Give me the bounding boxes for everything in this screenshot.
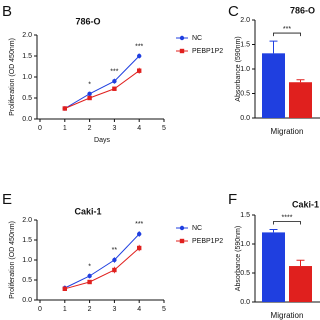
y-axis-label: Proliferation (OD 450nm): [9, 221, 16, 299]
legend-label: PEBP1P2: [192, 48, 223, 55]
y-tick-label: 1.0: [22, 257, 32, 264]
data-point: [112, 79, 117, 84]
series-line: [64, 55, 140, 109]
panel-letter: C: [228, 3, 239, 20]
panel: F Caki-1 Absorbance (590nm) 0.0 0.5 1.0 1.5 Mig…: [228, 191, 320, 320]
significance-label: ****: [282, 214, 293, 221]
panel: E Caki-1 Proliferation (OD 450nm) 0.0 0.5 1.0…: [2, 191, 223, 313]
y-tick-label: 1.5: [22, 53, 32, 60]
legend-label: NC: [192, 35, 202, 42]
y-tick-label: 0.0: [22, 116, 32, 123]
x-tick-label: 3: [112, 125, 116, 132]
y-tick-label: 0.0: [22, 297, 32, 304]
series-line: [64, 247, 140, 290]
panel-title: Caki-1: [292, 199, 319, 209]
y-tick-label: 1.5: [240, 212, 250, 219]
data-point: [112, 267, 117, 273]
data-point: [87, 95, 92, 101]
panel: B 786-O Proliferation (OD 450nm) Days 0.0 0.5…: [2, 3, 223, 144]
x-tick-label: 1: [63, 125, 67, 132]
x-tick-label: 1: [63, 306, 67, 313]
y-tick-label: 2.0: [22, 32, 32, 39]
y-tick-label: 1.5: [240, 41, 250, 48]
y-tick-label: 2.0: [22, 217, 32, 224]
data-point: [137, 231, 142, 237]
significance-bracket: [273, 32, 301, 37]
panel-letter: E: [2, 191, 12, 208]
x-tick-label: 2: [88, 306, 92, 313]
x-tick-label: 4: [137, 306, 141, 313]
data-point: [112, 86, 117, 91]
legend-label: NC: [192, 225, 202, 232]
significance-label: **: [112, 247, 118, 254]
y-tick-label: 1.0: [240, 241, 250, 248]
legend-marker: [179, 225, 185, 231]
y-axis-label: Absorbance (590nm): [235, 36, 242, 101]
bar: [289, 82, 312, 118]
bar: [289, 266, 312, 302]
panel-letter: B: [2, 3, 12, 20]
error-bar: [296, 259, 305, 267]
significance-label: ***: [283, 26, 291, 33]
y-tick-label: 0.0: [240, 299, 250, 306]
y-tick-label: 0.5: [240, 90, 250, 97]
bar: [262, 232, 285, 302]
data-point: [62, 286, 67, 291]
x-tick-label: 0: [38, 125, 42, 132]
y-tick-label: 0.5: [22, 95, 32, 102]
x-tick-label: 2: [88, 125, 92, 132]
significance-label: ***: [135, 221, 143, 228]
significance-label: *: [88, 263, 91, 270]
legend-marker: [179, 48, 185, 54]
data-point: [87, 273, 92, 279]
y-tick-label: 1.0: [22, 74, 32, 81]
significance-label: *: [88, 82, 91, 89]
data-point: [87, 279, 92, 285]
panel: C 786-O Absorbance (590nm) 0.0 0.5 1.0 1.5 2.0 M…: [228, 3, 320, 136]
y-tick-label: 0.0: [240, 115, 250, 122]
legend-marker: [179, 238, 185, 244]
significance-label: ***: [135, 43, 143, 50]
data-point: [137, 53, 142, 59]
y-tick-label: 1.5: [22, 237, 32, 244]
panel-letter: F: [228, 191, 237, 208]
x-tick-label: 5: [162, 306, 166, 313]
y-axis-label: Absorbance (590nm): [235, 226, 242, 291]
x-tick-label: 3: [112, 306, 116, 313]
y-tick-label: 2.0: [240, 17, 250, 24]
y-tick-label: 1.0: [240, 66, 250, 73]
x-tick-label: Migration: [271, 311, 304, 320]
x-tick-label: 5: [162, 125, 166, 132]
y-axis-label: Proliferation (OD 450nm): [9, 38, 16, 116]
y-tick-label: 0.5: [22, 277, 32, 284]
data-point: [137, 68, 142, 73]
panel-title: Caki-1: [74, 206, 101, 216]
error-bar: [296, 79, 305, 83]
panel-title: 786-O: [290, 5, 315, 15]
significance-bracket: [273, 221, 301, 225]
data-point: [112, 257, 117, 263]
data-point: [62, 106, 67, 111]
error-bar: [269, 229, 278, 233]
error-bar: [269, 40, 278, 54]
y-tick-label: 0.5: [240, 270, 250, 277]
x-tick-label: 4: [137, 125, 141, 132]
legend-label: PEBP1P2: [192, 238, 223, 245]
series-line: [64, 233, 140, 289]
x-axis-label: Days: [94, 137, 110, 144]
legend-marker: [179, 35, 185, 41]
bar: [262, 53, 285, 118]
data-point: [87, 91, 92, 97]
panel-title: 786-O: [75, 16, 100, 26]
x-tick-label: 0: [38, 306, 42, 313]
significance-label: ***: [110, 69, 118, 76]
series-line: [64, 70, 140, 109]
x-tick-label: Migration: [271, 127, 304, 136]
data-point: [137, 245, 142, 251]
